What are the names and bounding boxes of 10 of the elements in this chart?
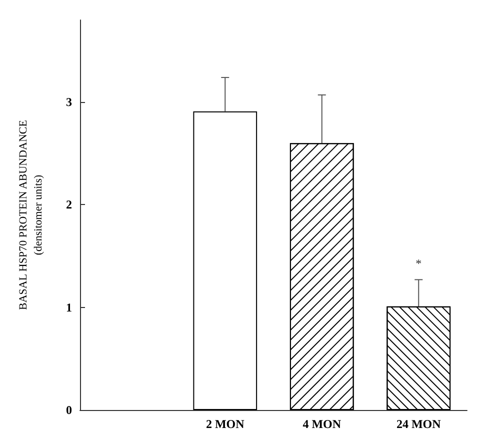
x-tick-label: 2 MON	[206, 417, 245, 431]
y-tick-label: 0	[66, 403, 72, 417]
annotation: *	[416, 256, 422, 271]
bar	[193, 111, 258, 410]
x-tick-label: 4 MON	[302, 417, 342, 431]
y-tick-label: 2	[66, 198, 72, 212]
y-tick-label: 1	[66, 300, 72, 314]
x-tick-label: 24 MON	[396, 417, 442, 431]
y-axis-title: BASAL HSP70 PROTEIN ABUNDANCE (densitomer units)	[18, 120, 44, 310]
y-tick-label: 3	[66, 95, 72, 110]
